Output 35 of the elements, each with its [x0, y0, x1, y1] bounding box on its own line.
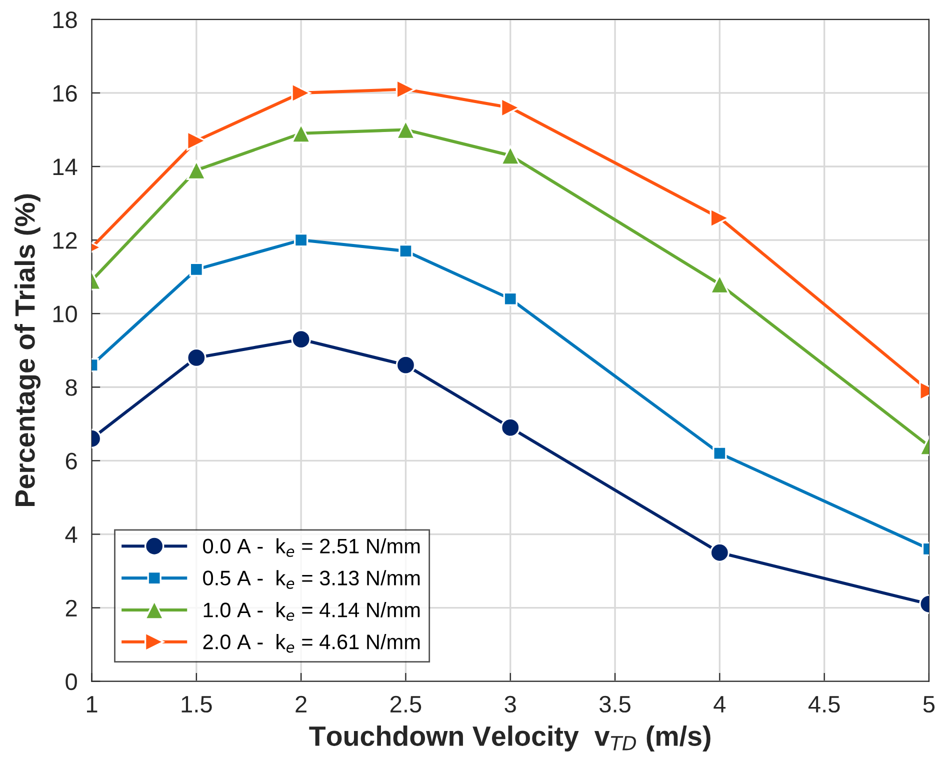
x-tick-label: 3.5	[600, 696, 630, 713]
x-tick-label: 4.5	[808, 696, 840, 713]
x-tick-label: 4	[714, 696, 726, 712]
y-tick-label: 0	[66, 673, 77, 690]
y-axis-title: Percentage of Trials (%)	[14, 194, 40, 506]
legend-label: 1.0 A - k$_{e}$ = 4.14 N/mm	[204, 602, 420, 621]
y-tick-label: 4	[65, 526, 78, 543]
point	[294, 232, 308, 248]
point	[500, 418, 520, 438]
x-tick-label: 1	[86, 696, 98, 712]
y-tick-label: 18	[53, 11, 77, 28]
legend-label: 0.0 A - k$_{e}$ = 2.51 N/mm	[203, 538, 420, 557]
x-tick-label: 3	[504, 696, 516, 713]
x-tick-label: 5	[923, 696, 935, 713]
x-tick-label: 1.5	[182, 696, 212, 713]
x-tick-label: 2	[296, 696, 306, 712]
point	[186, 348, 206, 368]
legend-label: 0.5 A - k$_{e}$ = 3.13 N/mm	[203, 570, 420, 589]
point	[291, 124, 311, 144]
point	[500, 146, 520, 166]
y-tick-label: 10	[53, 306, 77, 322]
y-tick-label: 2	[66, 600, 77, 616]
y-tick-label: 12	[53, 232, 77, 249]
point	[398, 244, 413, 258]
y-tick-label: 6	[66, 452, 77, 470]
x-tick-label: 2.5	[390, 696, 422, 713]
point	[503, 292, 518, 306]
point	[189, 262, 204, 277]
x-axis-title: Touchdown Velocity v$_{TD}$ (m/s)	[309, 726, 710, 752]
legend-label: 2.0 A - k$_{e}$ = 4.61 N/mm	[203, 634, 420, 653]
point	[396, 355, 416, 375]
point	[291, 329, 311, 350]
y-tick-label: 14	[53, 158, 78, 176]
y-tick-label: 16	[53, 85, 77, 102]
y-tick-label: 8	[66, 379, 77, 396]
